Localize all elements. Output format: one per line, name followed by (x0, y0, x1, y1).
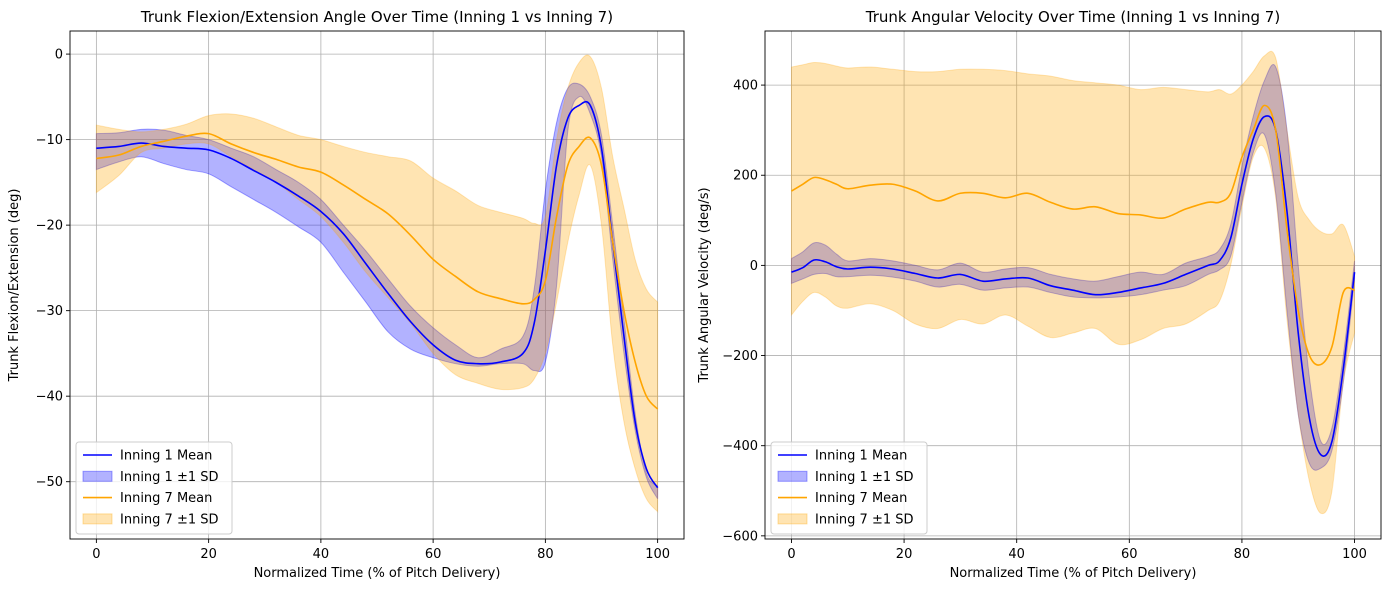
y-tick-label: 0 (55, 48, 63, 63)
y-tick-label: 400 (733, 79, 758, 94)
legend-entry: Inning 1 Mean (815, 449, 907, 464)
y-tick-label: −600 (722, 529, 758, 544)
sd-band-series-1 (790, 64, 1356, 471)
sd-band-series-2 (95, 54, 659, 513)
mean-line-series-2 (96, 132, 659, 410)
mean-line-series-1 (791, 115, 1356, 457)
chart-title: Trunk Angular Velocity Over Time (Inning… (865, 8, 1280, 26)
y-axis-label: Trunk Angular Velocity (deg/s) (697, 187, 712, 383)
mean-line-series-2 (791, 104, 1355, 366)
x-tick-label: 80 (1234, 547, 1251, 562)
x-tick-label: 0 (92, 547, 100, 562)
y-tick-label: −40 (36, 390, 63, 405)
x-tick-label: 20 (200, 547, 217, 562)
legend: Inning 1 Mean Inning 1 ±1 SD Inning 7 Mean… (75, 441, 233, 535)
velocity-chart-panel: 0 20 40 60 80 100 400 200 0 −200 −400 −600 Trunk Ang… (697, 8, 1382, 581)
sd-band-series-2 (790, 50, 1356, 515)
legend-entry: Inning 7 ±1 SD (120, 512, 219, 527)
x-axis-label: Normalized Time (% of Pitch Delivery) (254, 566, 501, 581)
x-tick-label: 0 (787, 547, 795, 562)
mean-line-series-1 (96, 100, 659, 489)
chart-title: Trunk Flexion/Extension Angle Over Time … (140, 8, 613, 26)
x-tick-label: 40 (313, 547, 330, 562)
legend-entry: Inning 7 Mean (815, 491, 907, 506)
angle-chart-panel: 0 20 40 60 80 100 0 −10 −20 −30 −40 −50 Trunk Flexio… (7, 8, 685, 581)
x-tick-label: 60 (425, 547, 442, 562)
legend: Inning 1 Mean Inning 1 ±1 SD Inning 7 Mean… (770, 441, 928, 535)
legend-band-swatch (82, 470, 113, 482)
y-tick-label: −10 (36, 133, 63, 148)
x-axis-label: Normalized Time (% of Pitch Delivery) (950, 566, 1197, 581)
y-tick-label: −400 (722, 439, 758, 454)
axes-frame (764, 30, 1382, 540)
legend-entry: Inning 7 ±1 SD (815, 512, 914, 527)
sd-band-series-1 (95, 82, 659, 500)
y-tick-label: 0 (750, 259, 758, 274)
x-tick-label: 100 (1342, 547, 1367, 562)
x-tick-label: 100 (645, 547, 670, 562)
x-tick-label: 60 (1121, 547, 1138, 562)
legend-entry: Inning 7 Mean (120, 491, 212, 506)
legend-entry: Inning 1 ±1 SD (120, 470, 219, 485)
x-tick-label: 20 (896, 547, 913, 562)
legend-band-swatch (777, 470, 808, 482)
legend-entry: Inning 1 ±1 SD (815, 470, 914, 485)
x-tick-label: 40 (1008, 547, 1025, 562)
legend-band-swatch (777, 513, 808, 525)
legend-entry: Inning 1 Mean (120, 449, 212, 464)
x-tick-label: 80 (537, 547, 554, 562)
y-tick-label: −200 (722, 349, 758, 364)
legend-band-swatch (82, 513, 113, 525)
y-tick-label: 200 (733, 169, 758, 184)
y-tick-label: −50 (36, 475, 63, 490)
y-axis-label: Trunk Flexion/Extension (deg) (7, 189, 22, 383)
axes-frame (69, 30, 685, 540)
y-tick-label: −30 (36, 304, 63, 319)
y-tick-label: −20 (36, 219, 63, 234)
